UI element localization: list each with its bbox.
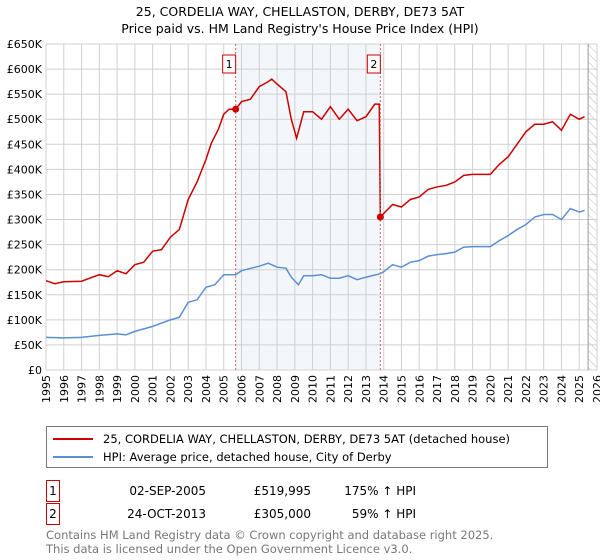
- sale-marker-box: [222, 54, 237, 74]
- legend-label: HPI: Average price, detached house, City…: [103, 450, 392, 464]
- sale-marker-badge: 2: [46, 503, 60, 525]
- y-tick-label: £650K: [7, 38, 43, 51]
- x-tick-label: 2018: [449, 375, 462, 403]
- chart-subtitle: Price paid vs. HM Land Registry's House …: [121, 21, 479, 36]
- sale-marker-box: [366, 54, 381, 74]
- blue-line-swatch: [53, 456, 93, 458]
- y-tick-label: £50K: [14, 339, 43, 352]
- y-tick-label: £400K: [7, 163, 43, 176]
- legend-label: 25, CORDELIA WAY, CHELLASTON, DERBY, DE7…: [103, 432, 511, 446]
- ownership-shaded-region: [235, 44, 381, 370]
- y-tick-label: £550K: [7, 88, 43, 101]
- x-tick-label: 2022: [520, 375, 533, 403]
- y-tick-label: £0: [28, 364, 42, 377]
- footer-licence: This data is licensed under the Open Gov…: [46, 542, 413, 556]
- x-tick-label: 2019: [467, 375, 480, 403]
- x-tick-label: 2005: [218, 375, 231, 403]
- chart-titles: 25, CORDELIA WAY, CHELLASTON, DERBY, DE7…: [0, 3, 600, 37]
- x-tick-label: 2009: [289, 375, 302, 403]
- sale-price: £519,995: [253, 484, 311, 498]
- x-tick-label: 2026: [591, 375, 600, 403]
- series-line: [45, 78, 585, 285]
- y-tick-label: £250K: [7, 239, 43, 252]
- sale-price: £305,000: [253, 507, 311, 521]
- chart-title: 25, CORDELIA WAY, CHELLASTON, DERBY, DE7…: [135, 4, 465, 19]
- future-hatched-region: [588, 44, 597, 370]
- y-tick-label: £150K: [7, 289, 43, 302]
- x-tick-label: 2013: [360, 375, 373, 403]
- sale-row: 2 24-OCT-2013 £305,000 59% ↑ HPI: [46, 503, 600, 525]
- legend: 25, CORDELIA WAY, CHELLASTON, DERBY, DE7…: [46, 426, 548, 468]
- sale-row: 1 02-SEP-2005 £519,995 175% ↑ HPI: [46, 480, 600, 502]
- x-tick-label: 2025: [573, 375, 586, 403]
- x-tick-label: 2015: [395, 375, 408, 403]
- sale-marker-label: 1: [226, 58, 233, 71]
- x-tick-label: 2021: [502, 375, 515, 403]
- x-tick-label: 2014: [378, 375, 391, 403]
- y-tick-label: £300K: [7, 214, 43, 227]
- sale-date: 24-OCT-2013: [127, 507, 206, 521]
- y-tick-label: £350K: [7, 188, 43, 201]
- y-tick-label: £450K: [7, 138, 43, 151]
- footer-copyright: Contains HM Land Registry data © Crown c…: [46, 528, 494, 542]
- x-tick-label: 2011: [324, 375, 337, 403]
- x-tick-label: 2004: [200, 375, 213, 403]
- sale-marker-badge: 1: [46, 480, 60, 502]
- x-tick-label: 2007: [253, 375, 266, 403]
- x-tick-label: 2020: [484, 375, 497, 403]
- x-tick-label: 2023: [538, 375, 551, 403]
- price-chart: 1995 1996 1997 1998 1999 2000 2001 2002 2003 2004…: [7, 38, 600, 403]
- x-tick-label: 2003: [182, 375, 195, 403]
- x-tick-label: 1998: [93, 375, 106, 403]
- sale-marker-label: 2: [370, 58, 377, 71]
- sale-hpi: 59% ↑ HPI: [351, 507, 416, 521]
- series-line: [45, 207, 585, 339]
- x-tick-label: 2000: [129, 375, 142, 403]
- x-tick-label: 2006: [236, 375, 249, 403]
- sale-point: [376, 213, 384, 221]
- x-tick-label: 1999: [111, 375, 124, 403]
- y-tick-label: £600K: [7, 63, 43, 76]
- x-tick-label: 2002: [164, 375, 177, 403]
- x-tick-label: 2012: [342, 375, 355, 403]
- x-tick-label: 2016: [413, 375, 426, 403]
- y-tick-label: £100K: [7, 314, 43, 327]
- x-tick-label: 2001: [147, 375, 160, 403]
- footer: Contains HM Land Registry data © Crown c…: [46, 528, 493, 556]
- x-tick-label: 1995: [40, 375, 53, 403]
- sale-hpi: 175% ↑ HPI: [344, 484, 416, 498]
- y-tick-label: £200K: [7, 264, 43, 277]
- x-tick-label: 2008: [271, 375, 284, 403]
- legend-item-property: 25, CORDELIA WAY, CHELLASTON, DERBY, DE7…: [53, 432, 510, 446]
- x-tick-label: 1997: [76, 375, 89, 403]
- red-line-swatch: [53, 438, 93, 440]
- x-tick-label: 1996: [58, 375, 71, 403]
- sale-point: [232, 105, 240, 113]
- x-tick-label: 2017: [431, 375, 444, 403]
- legend-item-hpi: HPI: Average price, detached house, City…: [53, 450, 392, 464]
- x-tick-label: 2010: [307, 375, 320, 403]
- sale-date: 02-SEP-2005: [129, 484, 206, 498]
- y-tick-label: £500K: [7, 113, 43, 126]
- x-tick-label: 2024: [555, 375, 568, 403]
